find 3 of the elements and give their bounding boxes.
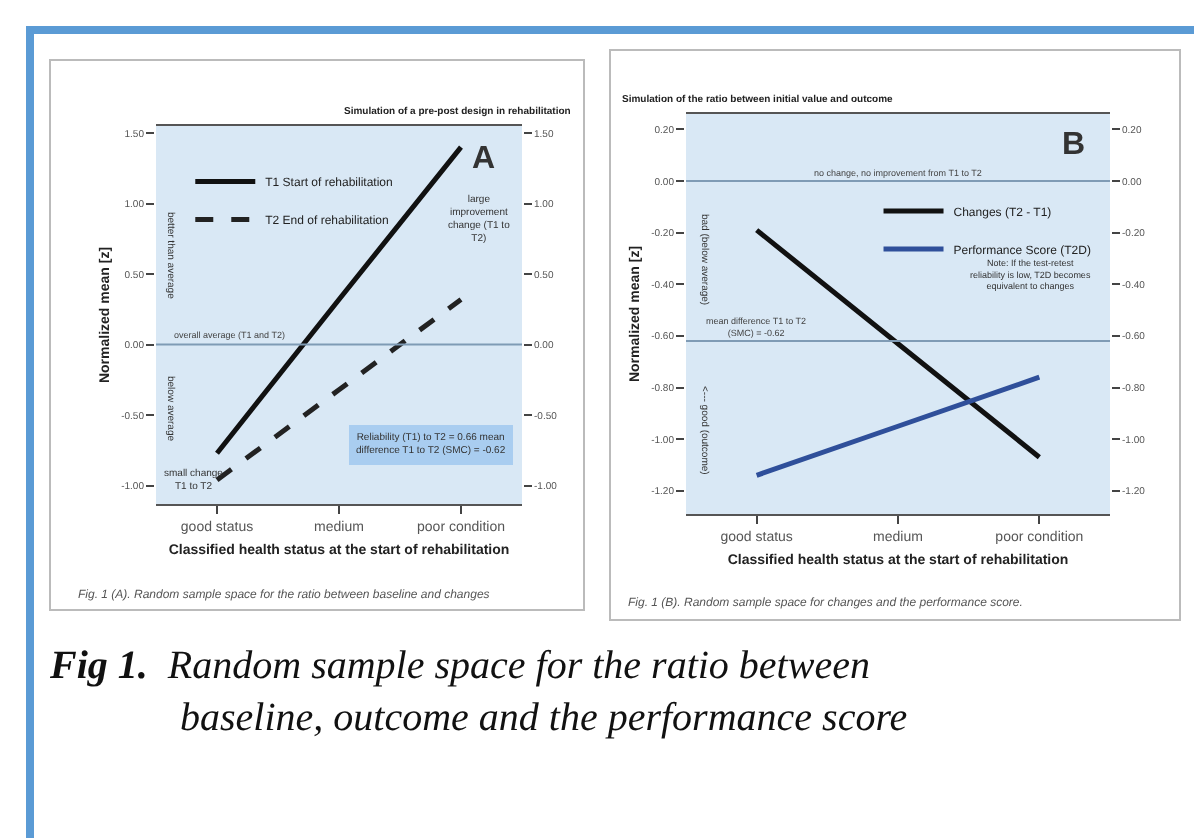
annotation: A: [472, 142, 496, 176]
caption: Fig 1. Random sample space for the ratio between baseline, outcome and the performance score: [48, 644, 908, 740]
annotation: B: [1062, 128, 1086, 162]
